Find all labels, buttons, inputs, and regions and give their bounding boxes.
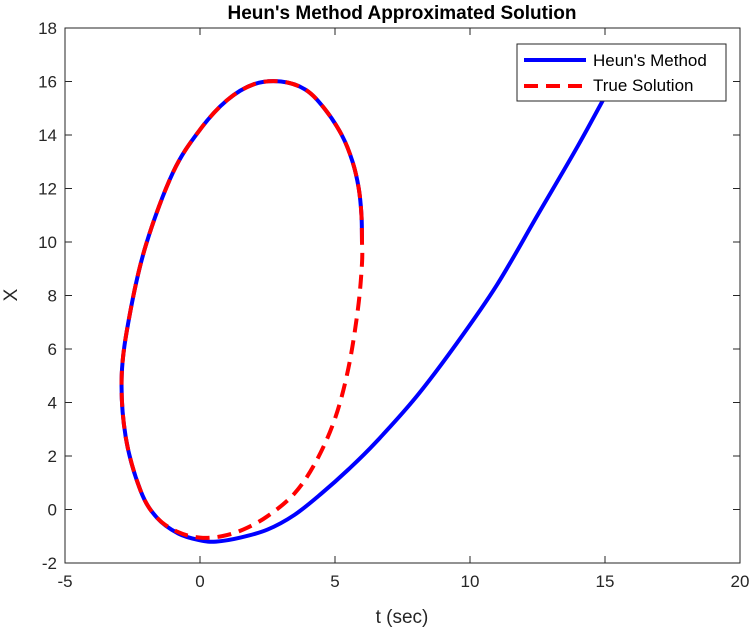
- y-tick-label: 6: [48, 340, 57, 359]
- y-tick-label: 10: [38, 233, 57, 252]
- y-tick-label: 8: [48, 287, 57, 306]
- y-tick-label: 4: [48, 394, 57, 413]
- y-tick-label: -2: [42, 554, 57, 573]
- y-axis-label: X: [1, 288, 22, 301]
- y-tick-label: 18: [38, 19, 57, 38]
- y-axis: -2 0 2 4 6 8 10 12 14 16 18: [38, 19, 740, 573]
- y-tick-label: 2: [48, 447, 57, 466]
- x-axis: -5 0 5 10 15 20: [57, 28, 749, 591]
- x-tick-label: 5: [330, 572, 339, 591]
- x-axis-label: t (sec): [376, 607, 429, 628]
- chart-title: Heun's Method Approximated Solution: [228, 3, 577, 24]
- y-tick-label: 16: [38, 73, 57, 92]
- x-tick-label: 0: [195, 572, 204, 591]
- plot-area: [65, 28, 740, 563]
- legend: Heun's Method True Solution: [516, 43, 727, 102]
- x-tick-label: -5: [57, 572, 72, 591]
- legend-label-heuns-method: Heun's Method: [593, 51, 707, 70]
- y-tick-label: 14: [38, 126, 57, 145]
- x-tick-label: 20: [731, 572, 750, 591]
- series-layer: [119, 44, 634, 544]
- x-tick-label: 15: [596, 572, 615, 591]
- x-tick-label: 10: [461, 572, 480, 591]
- y-tick-label: 0: [48, 501, 57, 520]
- legend-box: [516, 43, 727, 102]
- legend-label-true-solution: True Solution: [593, 76, 693, 95]
- y-tick-label: 12: [38, 180, 57, 199]
- series-line-true-solution: [119, 79, 365, 540]
